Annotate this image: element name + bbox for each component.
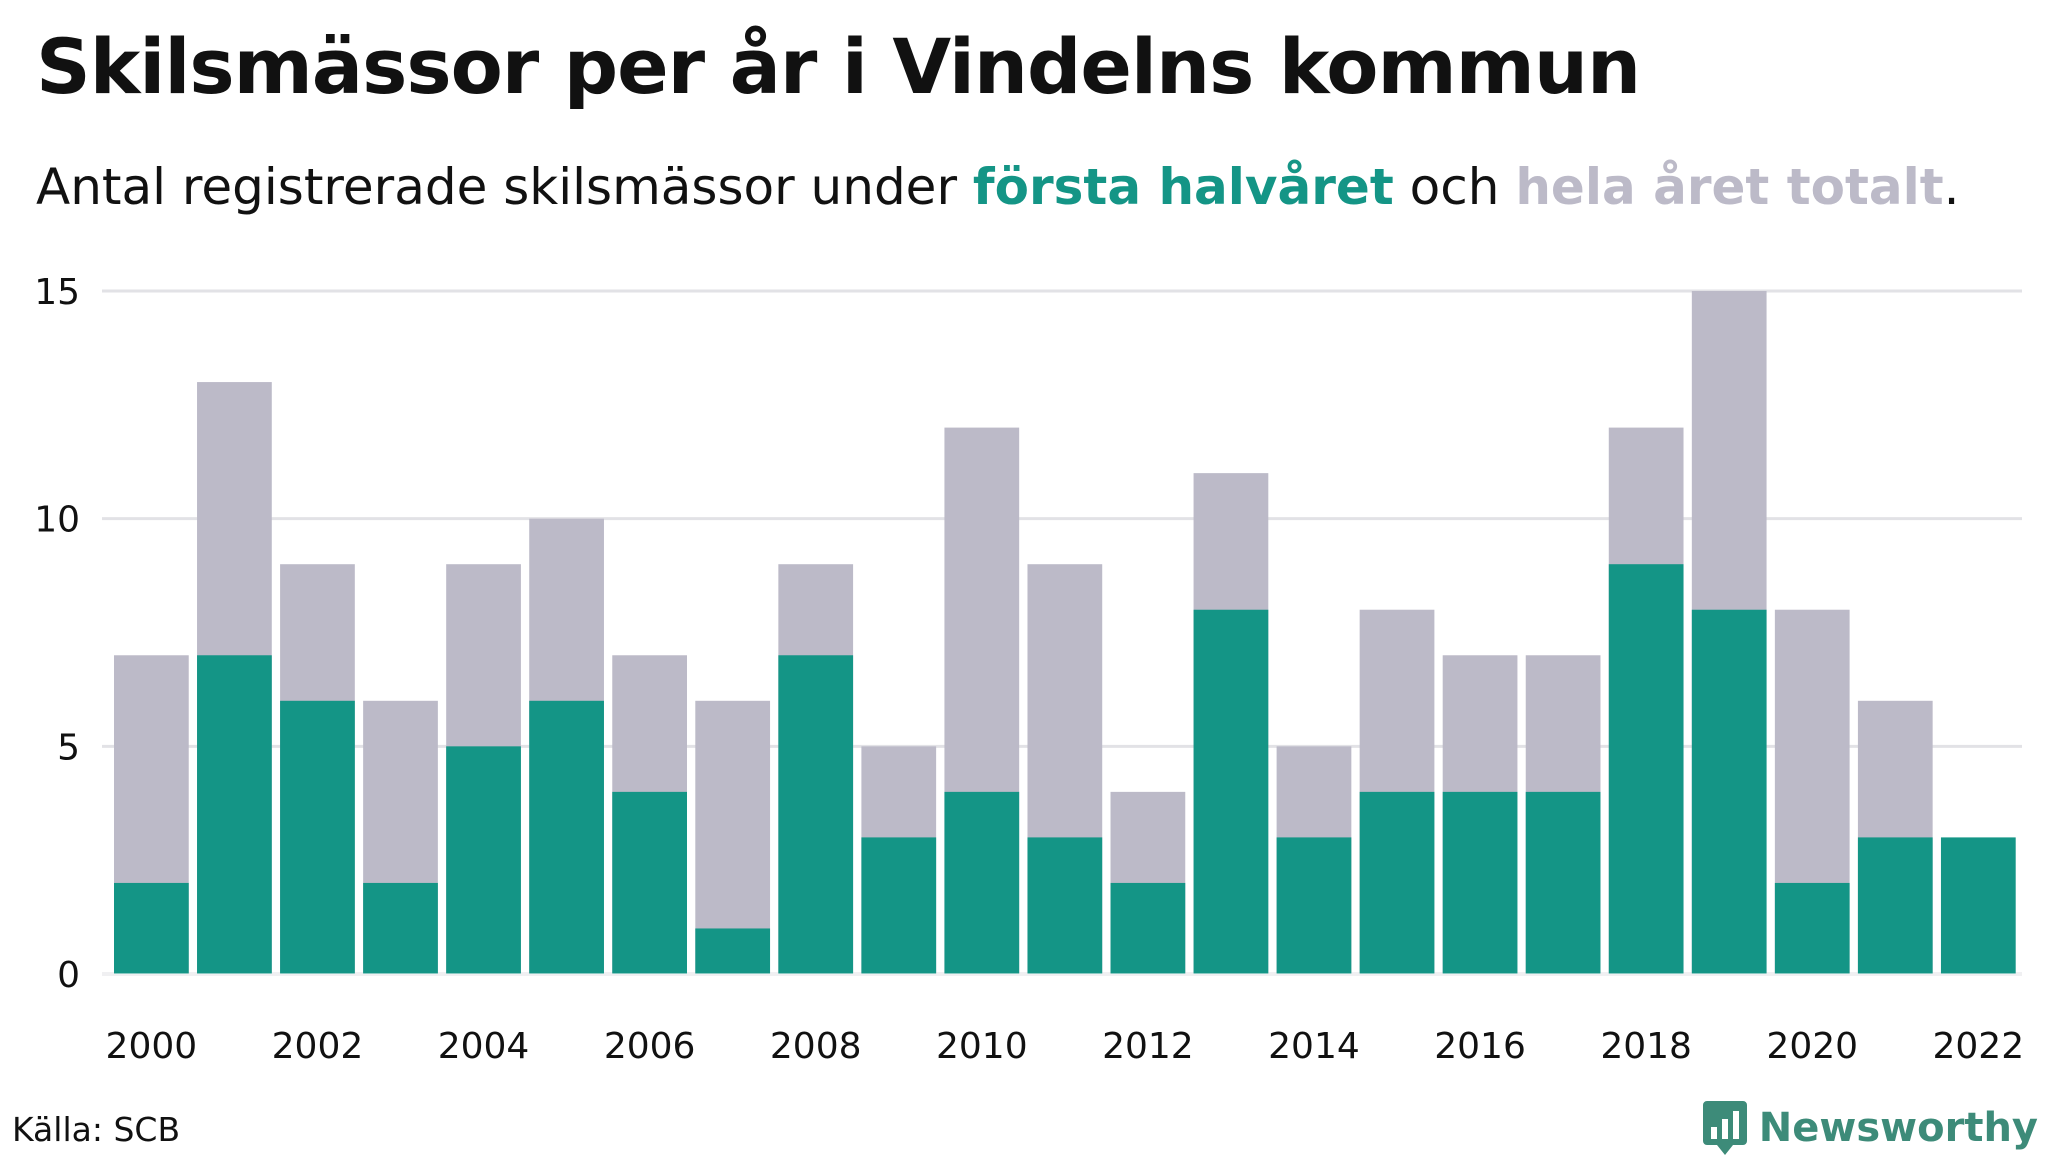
bar-first-half-2018: [1608, 564, 1684, 974]
x-tick-label: 2016: [1434, 1026, 1526, 1067]
x-tick-label: 2004: [438, 1026, 530, 1067]
brand-name: Newsworthy: [1758, 1105, 2038, 1151]
bar-first-half-2009: [861, 837, 937, 974]
bar-first-half-2003: [363, 882, 438, 974]
bar-first-half-2005: [529, 700, 604, 974]
bar-first-half-2021: [1857, 837, 1933, 974]
bar-first-half-2007: [695, 928, 771, 974]
bar-first-half-2019: [1691, 609, 1767, 974]
x-tick-label: 2000: [106, 1026, 198, 1067]
bar-first-half-2006: [612, 791, 687, 974]
x-tick-label: 2014: [1268, 1026, 1360, 1067]
subtitle-first-half: första halvåret: [972, 158, 1394, 216]
y-tick-label: 10: [34, 500, 80, 541]
y-axis-ticks: 0 5 10 15: [34, 272, 80, 996]
subtitle-prefix: Antal registrerade skilsmässor under: [36, 158, 973, 216]
bar-first-half-2013: [1193, 609, 1269, 974]
x-tick-label: 2022: [1933, 1026, 2025, 1067]
x-axis-ticks: 2000 2002 2004 2006 2008 2010 2012 2014 2016 2018…: [106, 1026, 2025, 1067]
x-tick-label: 2012: [1102, 1026, 1194, 1067]
bar-first-half-2016: [1442, 791, 1518, 974]
bar-first-half-2004: [446, 746, 521, 974]
bar-first-half-2020: [1774, 882, 1850, 974]
y-tick-label: 5: [57, 727, 80, 768]
bar-first-half-2015: [1359, 791, 1435, 974]
subtitle-full-year: hela året totalt: [1515, 158, 1944, 216]
bar-first-half-2001: [197, 655, 272, 974]
x-tick-label: 2020: [1766, 1026, 1858, 1067]
x-tick-label: 2008: [770, 1026, 862, 1067]
y-tick-label: 15: [34, 272, 80, 313]
bar-first-half-2017: [1525, 791, 1601, 974]
bar-first-half-2002: [280, 700, 355, 974]
bar-first-half-2014: [1276, 837, 1352, 974]
subtitle-suffix: .: [1943, 158, 1960, 216]
brand[interactable]: Newsworthy: [1702, 1101, 2038, 1155]
x-tick-label: 2010: [936, 1026, 1028, 1067]
bar-first-half-2008: [778, 655, 854, 974]
newsworthy-logo-icon: [1702, 1101, 1747, 1155]
chart-subtitle: Antal registrerade skilsmässor under för…: [36, 158, 1960, 216]
bar-first-half-2000: [114, 882, 189, 974]
source-note: Källa: SCB: [12, 1110, 181, 1149]
bar-first-half-2010: [944, 791, 1020, 974]
y-tick-label: 0: [57, 955, 80, 996]
x-tick-label: 2018: [1600, 1026, 1692, 1067]
bar-first-half-2022: [1940, 837, 2016, 974]
bar-first-half-2011: [1027, 837, 1103, 974]
bar-first-half-2012: [1110, 882, 1186, 974]
x-tick-label: 2006: [604, 1026, 696, 1067]
x-tick-label: 2002: [272, 1026, 364, 1067]
chart-title: Skilsmässor per år i Vindelns kommun: [36, 22, 1641, 111]
subtitle-middle: och: [1393, 158, 1516, 216]
bars: [102, 291, 2022, 975]
